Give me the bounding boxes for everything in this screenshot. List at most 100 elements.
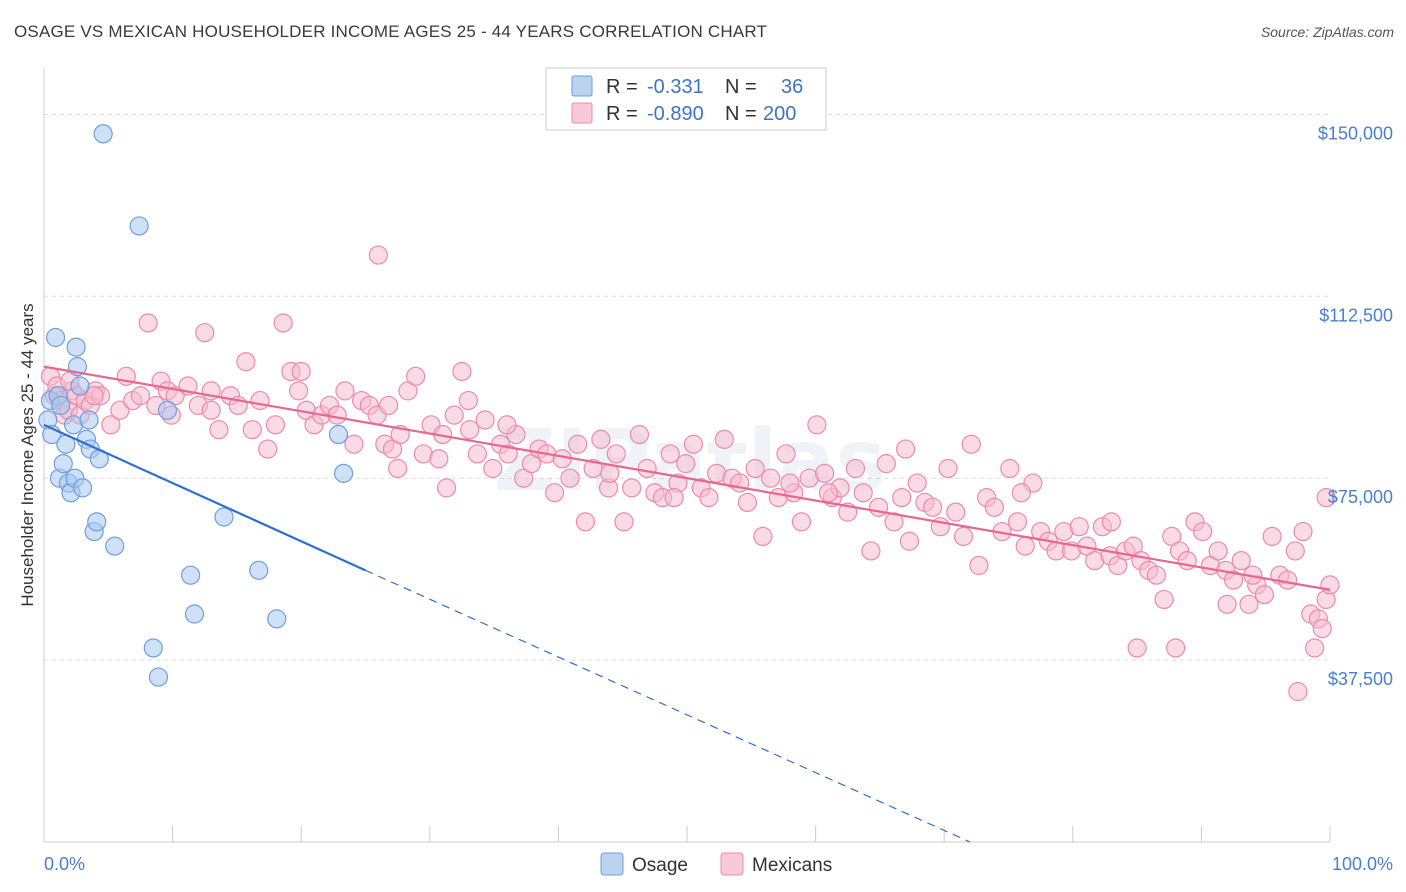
osage-n-value: 36 [781,76,803,98]
mexicans-point-62 [475,410,495,430]
source-label: Source: ZipAtlas.com [1260,24,1394,40]
osage-point-28 [157,400,178,420]
mexicans-point-103 [791,512,812,532]
osage-series-label: Osage [632,855,688,876]
mexicans-point-173 [1304,638,1325,658]
x-tick-label-0: 0.0% [44,854,85,874]
mexicans-point-115 [884,512,904,532]
mexicans-point-197 [201,400,221,420]
osage-r-value: -0.331 [647,76,704,98]
mexicans-point-99 [760,468,781,488]
series-legend: Osage Mexicans [600,852,832,876]
mexicans-point-105 [807,415,827,435]
mexicans-point-187 [1217,594,1237,614]
mexicans-point-74 [568,434,588,454]
mexicans-point-63 [483,458,503,479]
mexicans-point-192 [780,473,800,493]
mexicans-n-value: 200 [763,103,796,125]
mexicans-point-191 [896,439,916,459]
osage-series-swatch [600,852,624,876]
mexicans-point-180 [291,361,311,382]
mexicans-point-57 [436,478,457,498]
mexicans-point-82 [629,424,650,445]
mexicans-point-164 [1262,526,1282,547]
mexicans-point-139 [1069,517,1089,537]
mexicans-point-25 [195,323,215,343]
mexicans-series-label: Mexicans [752,855,832,876]
mexicans-point-79 [606,444,626,464]
mexicans-point-33 [258,439,278,459]
osage-point-3 [45,327,66,348]
mexicans-point-112 [861,541,881,561]
mexicans-point-195 [497,415,517,435]
mexicans-r-value: -0.890 [647,103,704,125]
mexicans-point-178 [1166,638,1186,658]
mexicans-point-91 [699,487,719,508]
mexicans-point-118 [907,473,927,493]
osage-point-15 [70,376,90,396]
mexicans-point-182 [84,386,104,406]
osage-point-31 [214,507,234,527]
mexicans-point-174 [1312,618,1332,639]
osage-point-25 [129,216,149,236]
osage-point-6 [51,395,71,416]
mexicans-point-48 [368,245,388,265]
mexicans-point-167 [1285,541,1305,561]
osage-point-13 [66,337,86,357]
mexicans-point-120 [923,497,943,517]
mexicans-point-186 [818,483,839,503]
mexicans-point-159 [1223,570,1244,590]
mexicans-point-114 [876,454,896,474]
mexicans-point-149 [1146,565,1166,585]
y-tick-label-1: $75,000 [1328,487,1393,507]
mexicans-point-73 [560,468,580,488]
osage-point-34 [328,424,349,445]
mexicans-point-194 [600,463,620,483]
mexicans-point-155 [1193,521,1213,542]
mexicans-point-75 [575,512,596,532]
mexicans-point-97 [745,458,765,479]
mexicans-r-label: R = [606,103,638,125]
mexicans-point-166 [1277,570,1298,590]
mexicans-point-56 [429,449,449,469]
mexicans-point-58 [444,405,464,425]
mexicans-point-131 [1007,512,1028,532]
mexicans-point-35 [273,313,293,333]
osage-point-16 [72,478,93,498]
y-axis-label: Householder Income Ages 25 - 44 years [18,303,37,606]
mexicans-point-111 [853,483,873,503]
mexicans-point-176 [1316,487,1336,508]
mexicans-point-160 [1231,551,1251,571]
mexicans-point-128 [984,497,1004,517]
mexicans-n-label: N = [725,103,757,125]
mexicans-point-59 [452,361,472,382]
trend-lines [43,365,1331,843]
mexicans-point-32 [250,390,270,411]
osage-point-35 [334,463,354,483]
osage-point-26 [143,638,163,658]
x-tick-label-1: 100.0% [1332,854,1393,874]
mexicans-point-101 [776,444,796,464]
mexicans-point-106 [815,463,835,483]
osage-point-29 [181,565,201,585]
osage-point-30 [184,604,205,624]
osage-point-18 [79,410,99,430]
mexicans-point-163 [1254,585,1275,605]
mexicans-point-93 [714,429,734,449]
mexicans-point-65 [498,444,518,464]
mexicans-point-31 [242,420,262,440]
mexicans-point-53 [406,366,426,386]
mexicans-point-61 [467,444,487,464]
mexicans-point-83 [637,458,657,479]
mexicans-point-157 [1208,541,1228,561]
mexicans-point-42 [327,405,347,425]
mexicans-point-150 [1154,589,1174,610]
osage-points [38,124,354,687]
mexicans-point-122 [938,458,958,479]
mexicans-point-177 [1127,638,1147,658]
osage-point-27 [148,667,169,687]
osage-point-23 [105,536,125,556]
mexicans-point-189 [1101,512,1121,532]
mexicans-point-30 [236,352,256,372]
mexicans-point-123 [946,502,966,522]
